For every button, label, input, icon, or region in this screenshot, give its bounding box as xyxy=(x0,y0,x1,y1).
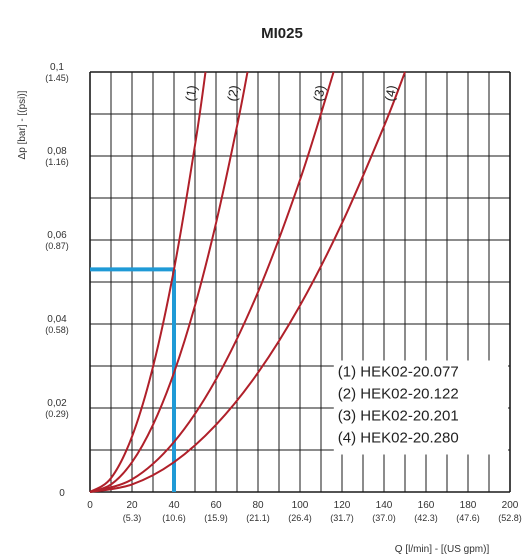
series-tag-2: (2) xyxy=(224,84,242,102)
series-line-1 xyxy=(89,71,207,493)
x-tick-label: 160 xyxy=(418,500,435,511)
x-tick-label: 60 xyxy=(210,500,222,511)
legend: (1) HEK02-20.077 (2) HEK02-20.122 (3) HEK0… xyxy=(333,360,508,455)
x-tick-label: 80 xyxy=(252,500,264,511)
series-tag-3: (3) xyxy=(310,84,328,102)
series-line-2 xyxy=(89,71,249,493)
y-tick-sublabel: (1.16) xyxy=(45,157,69,167)
x-tick-label: 100 xyxy=(292,500,309,511)
x-axis-label: Q [l/min] - [(US gpm)] xyxy=(395,544,490,555)
series-line-4 xyxy=(89,71,406,493)
y-axis-label: Δp [bar] - [(psi)] xyxy=(17,90,28,159)
y-tick-label: 0,08 xyxy=(47,146,67,157)
x-tick-sublabel: (37.0) xyxy=(372,513,396,523)
x-tick-sublabel: (47.6) xyxy=(456,513,480,523)
x-tick-sublabel: (31.7) xyxy=(330,513,354,523)
y-tick-sublabel: (0.58) xyxy=(45,325,69,335)
x-tick-sublabel: (10.6) xyxy=(162,513,186,523)
x-tick-sublabel: (52.8) xyxy=(498,513,522,523)
legend-entry: (1) HEK02-20.077 xyxy=(338,364,459,381)
y-tick-label: 0,06 xyxy=(47,230,67,241)
y-tick-sublabel: (1.45) xyxy=(45,73,69,83)
series-tag-1: (1) xyxy=(182,84,200,102)
y-tick-sublabel: (0.87) xyxy=(45,241,69,251)
series-tag-4: (4) xyxy=(382,84,400,102)
chart-title: MI025 xyxy=(261,25,303,42)
x-tick-sublabel: (21.1) xyxy=(246,513,270,523)
legend-entry: (4) HEK02-20.280 xyxy=(338,430,459,447)
y-tick-label: 0,04 xyxy=(47,314,67,325)
y-tick-label: 0,02 xyxy=(47,398,67,409)
x-tick-sublabel: (26.4) xyxy=(288,513,312,523)
x-tick-label: 200 xyxy=(502,500,519,511)
y-tick-label: 0,1 xyxy=(50,62,64,73)
tick-labels: 0 20 (5.3) 40 (10.6) 60 (15.9) 80 (21.1) 100 (26.4… xyxy=(45,62,522,523)
x-tick-label: 140 xyxy=(376,500,393,511)
reference-lines xyxy=(90,267,176,492)
x-tick-label: 40 xyxy=(168,500,180,511)
x-tick-label: 180 xyxy=(460,500,477,511)
x-tick-label: 0 xyxy=(87,500,93,511)
legend-entry: (3) HEK02-20.201 xyxy=(338,408,459,425)
series-lines: (1) (2) (3) (4) xyxy=(89,71,406,493)
x-tick-sublabel: (5.3) xyxy=(123,513,142,523)
y-tick-sublabel: (0.29) xyxy=(45,409,69,419)
x-tick-sublabel: (42.3) xyxy=(414,513,438,523)
legend-entry: (2) HEK02-20.122 xyxy=(338,386,459,403)
legend-background xyxy=(333,360,508,455)
series-line-3 xyxy=(89,71,335,493)
x-tick-label: 120 xyxy=(334,500,351,511)
x-tick-label: 20 xyxy=(126,500,138,511)
y-tick-label: 0 xyxy=(59,488,65,499)
x-tick-sublabel: (15.9) xyxy=(204,513,228,523)
